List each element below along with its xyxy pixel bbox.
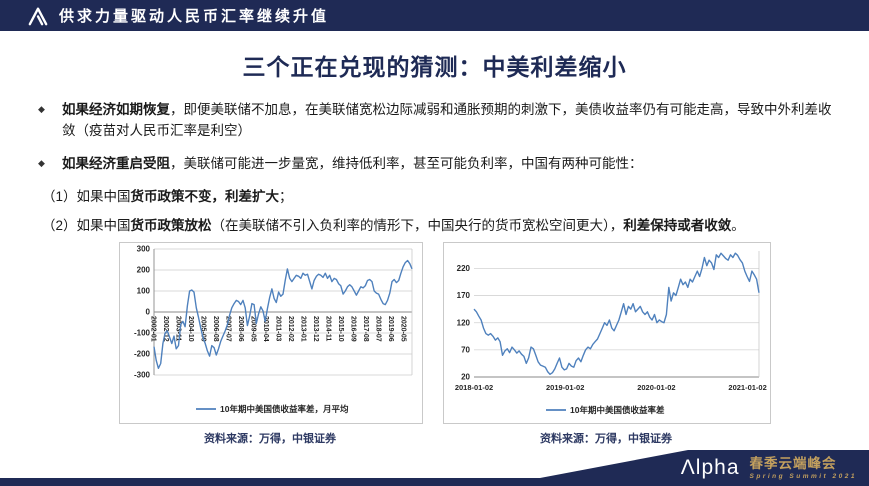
left-chart-svg: 300 200 100 0 -100 -200 -300 2002-01 2002-12 2003… xyxy=(134,245,413,414)
svg-text:200: 200 xyxy=(137,266,151,275)
svg-text:2013-01: 2013-01 xyxy=(300,316,307,342)
svg-text:220: 220 xyxy=(457,264,471,273)
svg-text:2018-01-02: 2018-01-02 xyxy=(455,383,493,392)
svg-text:2006-08: 2006-08 xyxy=(212,316,219,342)
svg-text:2002-01: 2002-01 xyxy=(150,316,157,342)
source-caption-right: 资料来源：万得，中银证券 xyxy=(540,433,672,445)
svg-text:20: 20 xyxy=(461,373,470,382)
svg-text:120: 120 xyxy=(457,318,471,327)
svg-text:-100: -100 xyxy=(134,329,151,338)
subpoint-item: （2）如果中国货币政策放松（在美联储不引入负利率的情形下，中国央行的货币宽松空间… xyxy=(42,218,745,234)
svg-text:170: 170 xyxy=(457,291,471,300)
svg-text:2002-12: 2002-12 xyxy=(162,316,169,342)
svg-text:2004-10: 2004-10 xyxy=(187,316,194,342)
alpha-triangle-icon xyxy=(28,7,48,25)
svg-text:2008-06: 2008-06 xyxy=(237,316,244,342)
svg-text:100: 100 xyxy=(137,287,151,296)
svg-text:70: 70 xyxy=(461,345,470,354)
right-chart: 220 170 120 70 20 2018-01-02 2019-01-02 2020-01… xyxy=(443,242,771,424)
svg-text:2003-11: 2003-11 xyxy=(175,316,182,341)
svg-text:-300: -300 xyxy=(134,371,151,380)
svg-text:0: 0 xyxy=(146,308,151,317)
svg-text:2016-09: 2016-09 xyxy=(350,316,357,342)
bullet-item: ◆ 如果经济重启受阻，美联储可能进一步量宽，维持低利率，甚至可能负利率，中国有两… xyxy=(38,154,838,175)
header-bar: 供求力量驱动人民币汇率继续升值 xyxy=(0,0,869,31)
svg-text:2005-09: 2005-09 xyxy=(200,316,207,342)
header-title: 供求力量驱动人民币汇率继续升值 xyxy=(59,8,330,25)
bullet-list: ◆ 如果经济如期恢复，即便美联储不加息，在美联储宽松边际减弱和通胀预期的刺激下，… xyxy=(38,100,838,236)
svg-text:2014-11: 2014-11 xyxy=(325,316,332,341)
bullet-item: ◆ 如果经济如期恢复，即便美联储不加息，在美联储宽松边际减弱和通胀预期的刺激下，… xyxy=(38,100,838,142)
svg-text:2011-03: 2011-03 xyxy=(275,316,282,341)
bullet-text: 如果经济重启受阻，美联储可能进一步量宽，维持低利率，甚至可能负利率，中国有两种可… xyxy=(62,155,643,171)
svg-text:2019-06: 2019-06 xyxy=(387,316,394,342)
footer-band xyxy=(0,450,869,486)
diamond-bullet-icon: ◆ xyxy=(38,157,45,168)
svg-text:2012-02: 2012-02 xyxy=(287,316,294,342)
slide-title: 三个正在兑现的猜测：中美利差缩小 xyxy=(242,54,627,80)
svg-text:2021-01-02: 2021-01-02 xyxy=(728,383,766,392)
svg-text:2020-01-02: 2020-01-02 xyxy=(637,383,675,392)
bullet-text: 如果经济如期恢复，即便美联储不加息，在美联储宽松边际减弱和通胀预期的刺激下，美债… xyxy=(62,102,832,138)
alpha-brand-text: Λlpha xyxy=(680,456,740,480)
footer-event-subtitle: Spring Summit 2021 xyxy=(749,473,857,480)
diamond-bullet-icon: ◆ xyxy=(38,104,45,114)
svg-text:-200: -200 xyxy=(134,350,151,359)
subpoint-item: （1）如果中国货币政策不变，利差扩大； xyxy=(42,188,293,204)
source-caption-left: 资料来源：万得，中银证券 xyxy=(204,433,336,445)
svg-text:2018-07: 2018-07 xyxy=(375,316,382,342)
svg-text:2010-04: 2010-04 xyxy=(262,316,269,342)
svg-text:2017-08: 2017-08 xyxy=(362,316,369,342)
footer-logo: Λlpha 春季云端峰会 Spring Summit 2021 xyxy=(681,456,857,480)
svg-text:2007-07: 2007-07 xyxy=(225,316,232,342)
svg-text:2013-12: 2013-12 xyxy=(312,316,319,342)
left-chart: 300 200 100 0 -100 -200 -300 2002-01 2002-12 2003… xyxy=(119,242,423,424)
svg-text:2020-05: 2020-05 xyxy=(400,316,407,342)
svg-text:10年期中美国债收益率差，月平均: 10年期中美国债收益率差，月平均 xyxy=(220,404,349,414)
svg-text:10年期中美国债收益率差: 10年期中美国债收益率差 xyxy=(570,405,665,415)
svg-text:2009-05: 2009-05 xyxy=(250,316,257,342)
svg-text:300: 300 xyxy=(137,245,151,254)
svg-text:2015-10: 2015-10 xyxy=(337,316,344,342)
footer-event-title: 春季云端峰会 xyxy=(749,455,837,471)
svg-text:2019-01-02: 2019-01-02 xyxy=(546,383,584,392)
